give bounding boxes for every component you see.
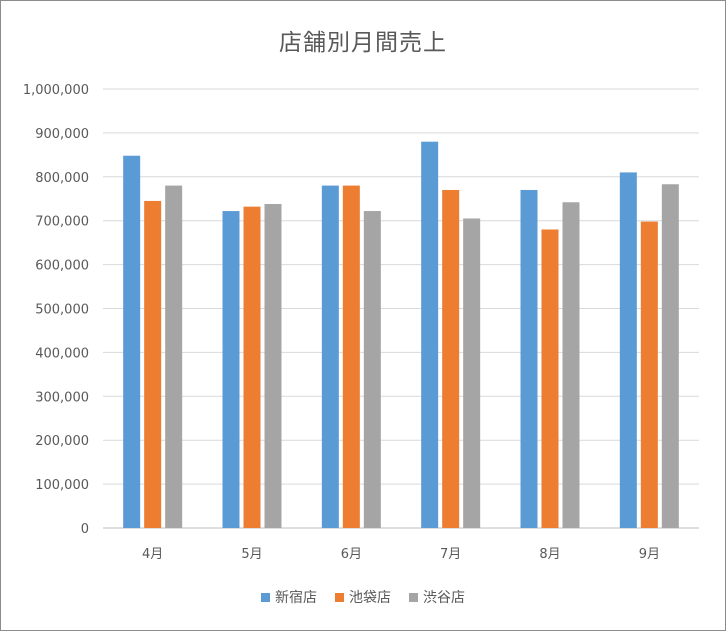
x-tick-label: 5月: [241, 547, 262, 562]
x-tick-label: 6月: [341, 547, 362, 562]
bar-2: [541, 229, 559, 529]
bar-3: [661, 184, 679, 528]
bar-3: [264, 204, 282, 528]
y-tick-label: 1,000,000: [23, 83, 89, 98]
y-tick-label: 700,000: [35, 215, 89, 230]
legend-item: 池袋店: [335, 587, 391, 607]
y-tick-label: 300,000: [35, 390, 89, 405]
legend-item: 渋谷店: [409, 587, 465, 607]
x-tick-label: 9月: [639, 547, 660, 562]
y-tick-label: 600,000: [35, 259, 89, 274]
bar-1: [520, 189, 538, 528]
bar-2: [144, 200, 162, 528]
bar-1: [619, 172, 637, 528]
bar-3: [363, 211, 381, 529]
bar-3: [463, 218, 481, 528]
legend-label: 池袋店: [349, 590, 391, 606]
bar-2: [442, 189, 460, 528]
bar-2: [342, 185, 360, 528]
legend-swatch: [335, 592, 344, 602]
bar-1: [321, 185, 339, 528]
bar-2: [640, 221, 658, 528]
y-tick-label: 900,000: [35, 127, 89, 142]
y-tick-label: 500,000: [35, 303, 89, 318]
y-tick-label: 0: [81, 522, 89, 537]
legend-swatch: [409, 592, 418, 602]
x-tick-label: 7月: [440, 547, 461, 562]
bar-3: [562, 202, 580, 528]
chart-title: 店舗別月間売上: [279, 30, 447, 56]
bar-3: [165, 185, 183, 528]
legend-label: 渋谷店: [423, 590, 465, 606]
bar-1: [123, 155, 141, 528]
bar-2: [243, 206, 261, 529]
y-tick-label: 800,000: [35, 171, 89, 186]
y-tick-label: 400,000: [35, 346, 89, 361]
x-tick-label: 8月: [539, 547, 560, 562]
legend-swatch: [261, 592, 270, 602]
legend-item: 新宿店: [261, 587, 317, 607]
x-tick-label: 4月: [142, 547, 163, 562]
bar-1: [222, 211, 240, 529]
bar-1: [421, 141, 439, 528]
y-tick-label: 100,000: [35, 478, 89, 493]
y-tick-label: 200,000: [35, 434, 89, 449]
legend-label: 新宿店: [275, 590, 317, 606]
chart-legend: 新宿店 池袋店 渋谷店: [1, 587, 725, 607]
